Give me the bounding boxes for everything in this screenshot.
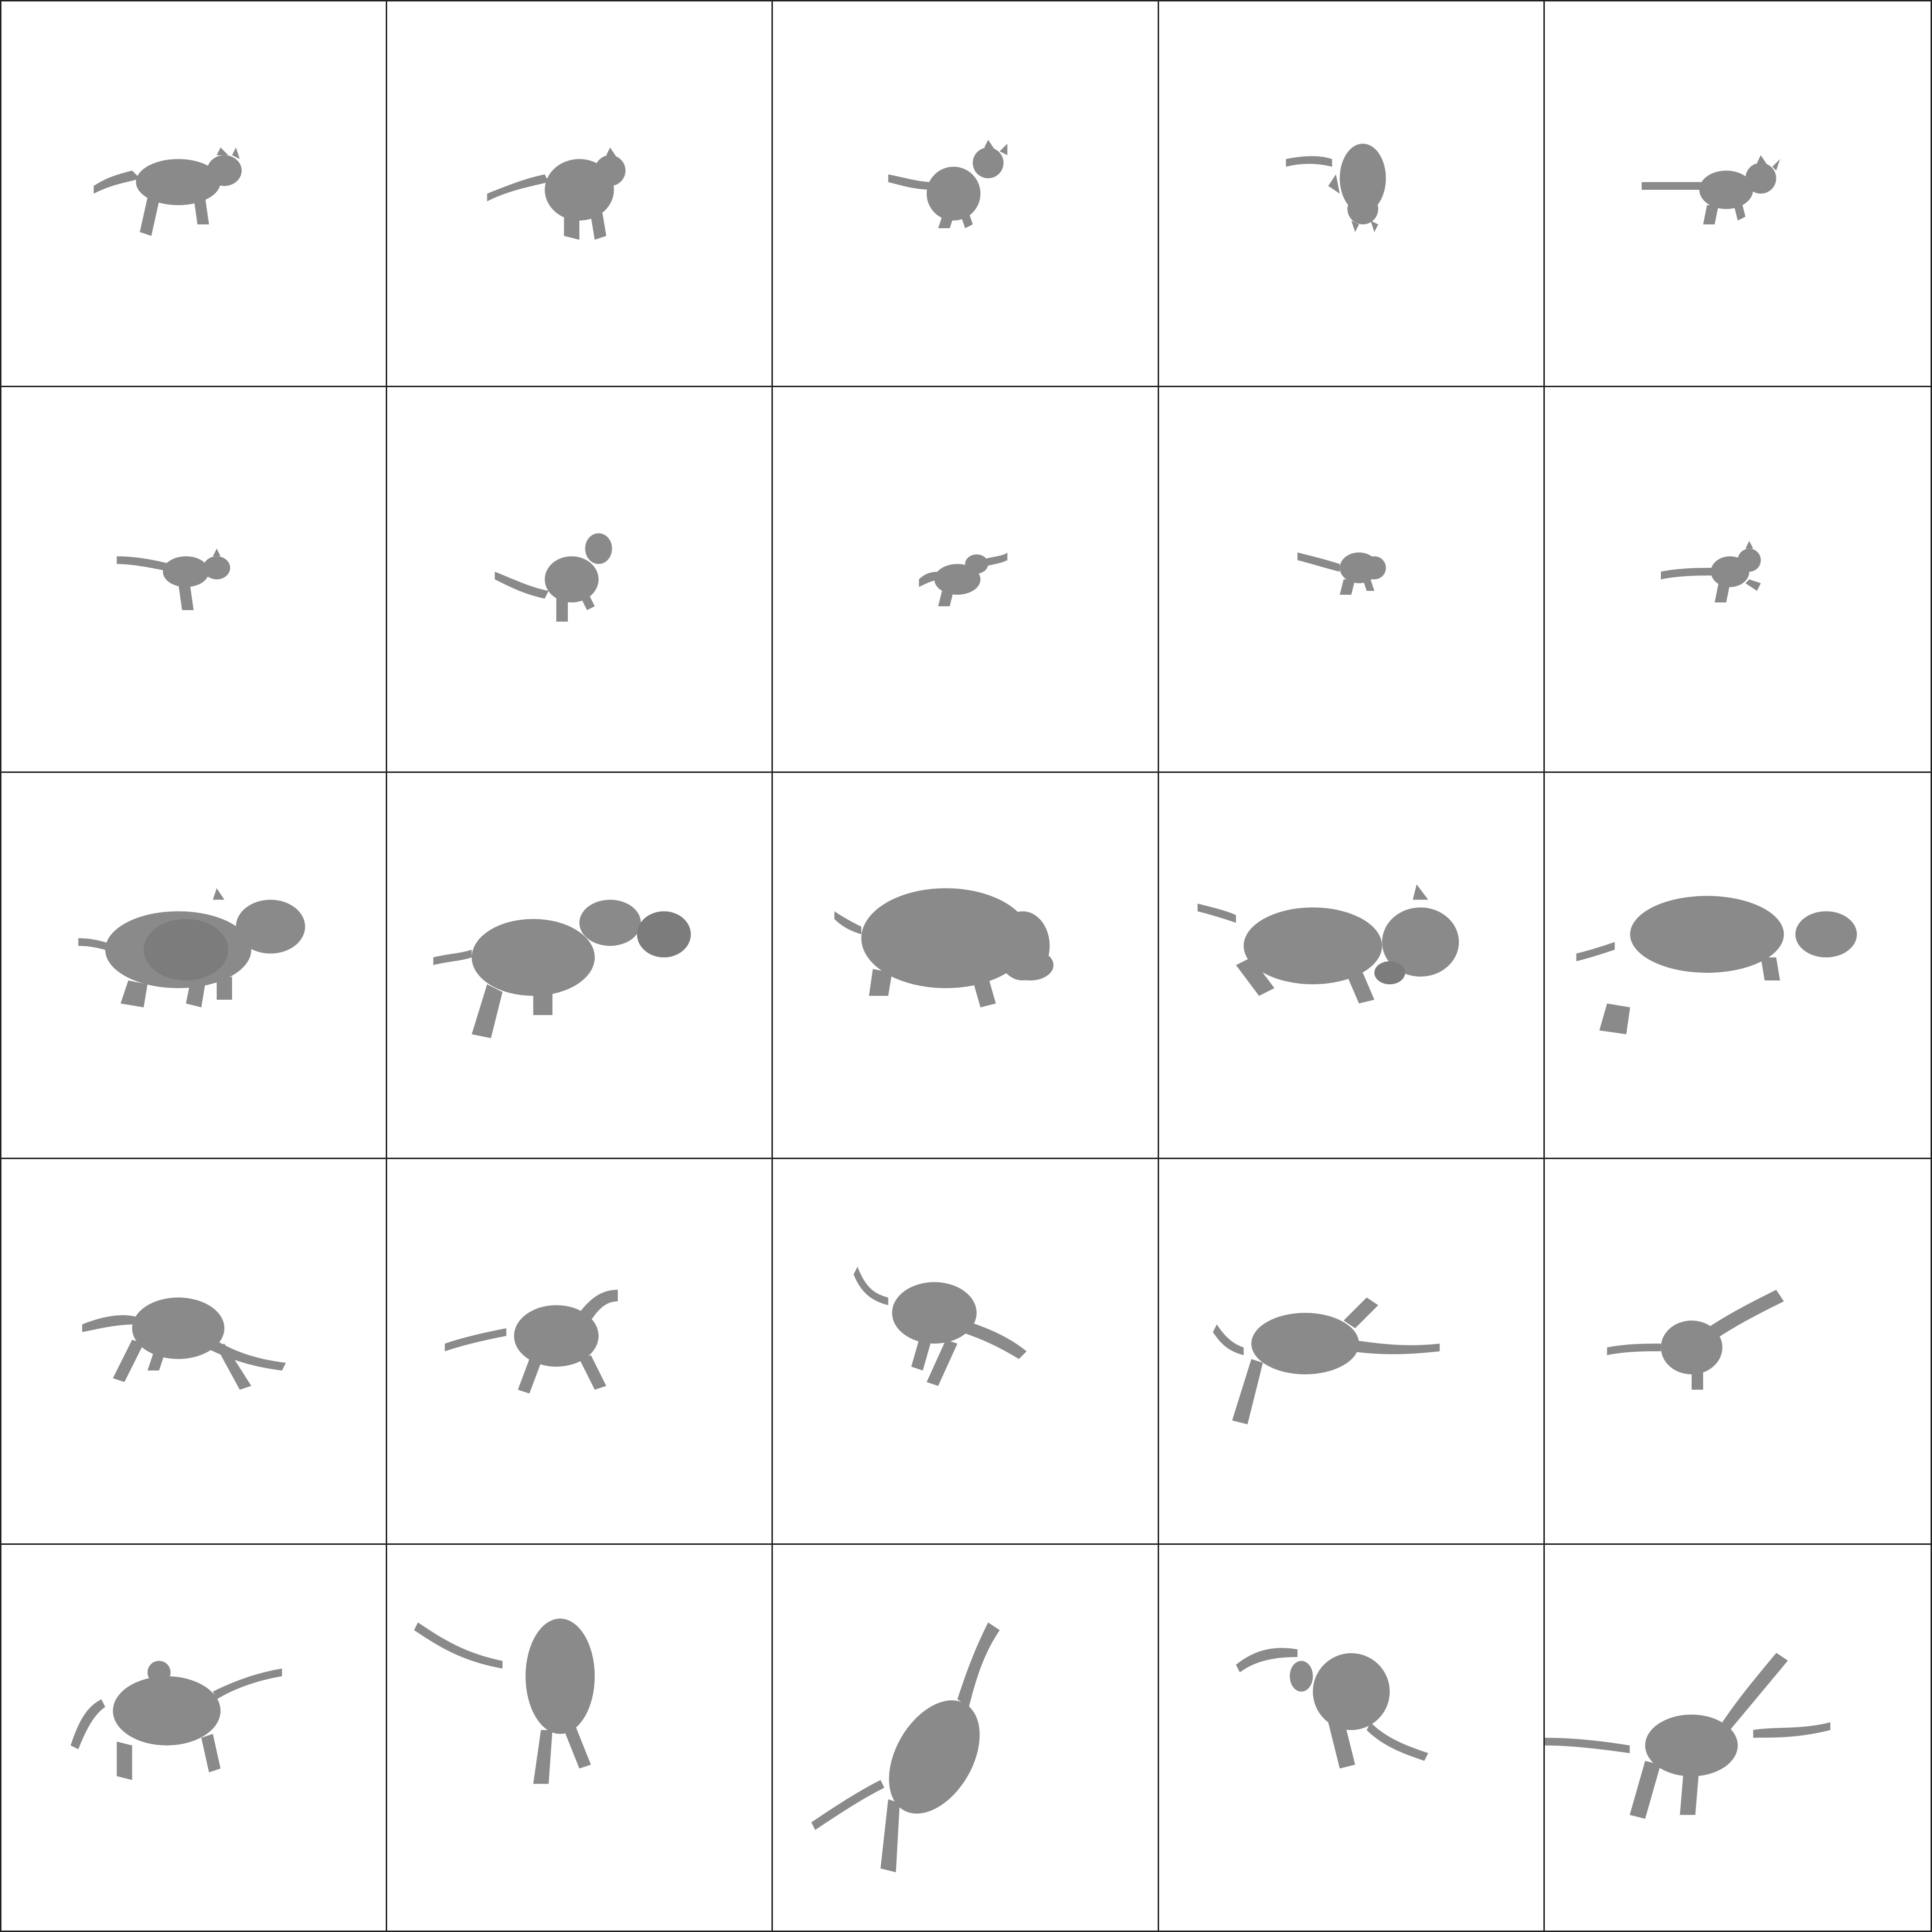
hippo-render [78,888,305,1008]
grid-cell [1,1,388,388]
grid-cell [773,1159,1159,1545]
grid-cell [1544,1544,1931,1931]
grid-cell [1159,387,1545,773]
hippo-render [835,888,1054,1008]
horse-render [1544,1653,1830,1819]
hippo-render [1576,896,1857,1035]
grid-cell [1159,1,1545,388]
grid-cell [1,1544,388,1931]
grid-cell [387,773,773,1159]
grid-cell [773,1,1159,388]
grid-cell [1544,1,1931,388]
hippo-render [433,900,691,1039]
hippo-render [1197,884,1459,1004]
cat-render [1297,552,1386,595]
grid-cell [1544,1159,1931,1545]
grid-cell [1544,773,1931,1159]
grid-cell [1159,1159,1545,1545]
cat-render [93,147,242,236]
cat-render [495,533,613,622]
grid-cell [1,387,388,773]
grid-cell [773,387,1159,773]
grid-cell [387,387,773,773]
grid-cell [1,1159,388,1545]
horse-render [444,1289,618,1394]
cat-render [1641,155,1780,224]
cat-render [487,147,626,240]
cat-render [1286,144,1386,232]
horse-render [1607,1289,1784,1390]
grid-cell [1544,387,1931,773]
grid-cell [387,1159,773,1545]
grid-cell [773,773,1159,1159]
grid-cell [1159,773,1545,1159]
grid-cell [773,1544,1159,1931]
horse-render [811,1622,1000,1872]
grid-cell [1159,1544,1545,1931]
grid-cell [387,1544,773,1931]
cat-render [919,552,1008,607]
horse-render [854,1266,1027,1386]
grid-cell [387,1,773,388]
cat-render [1660,541,1761,603]
cat-render [888,140,1008,228]
horse-render [414,1618,595,1784]
horse-render [70,1660,282,1780]
horse-render [1236,1647,1428,1769]
grid-cell [1,773,388,1159]
horse-render [82,1297,286,1390]
cat-render [117,548,230,611]
horse-render [1213,1297,1440,1424]
